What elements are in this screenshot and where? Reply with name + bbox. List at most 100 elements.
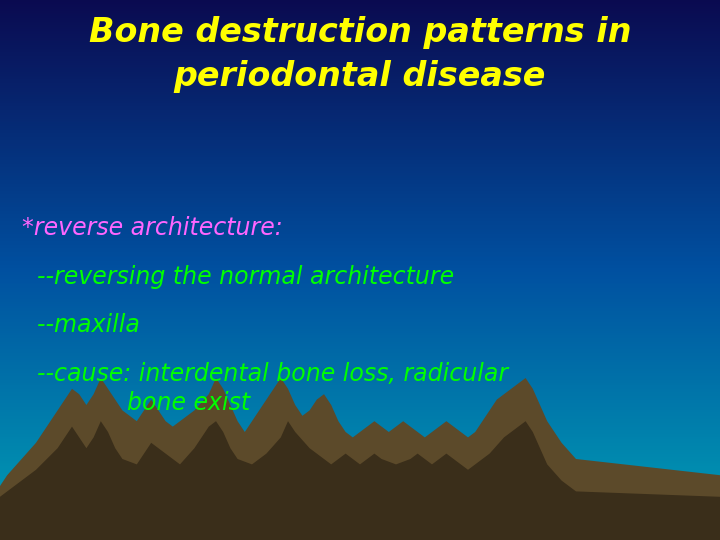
Bar (0, 93, 720, 96)
Bar (0, 360, 720, 362)
Bar (0, 428, 720, 430)
Bar (0, 536, 720, 538)
Bar (0, 385, 720, 387)
Bar (0, 274, 720, 275)
Bar (0, 437, 720, 439)
Bar (0, 239, 720, 241)
Bar (0, 252, 720, 254)
Bar (0, 367, 720, 369)
Bar (0, 201, 720, 204)
Bar (0, 328, 720, 329)
Bar (0, 135, 720, 137)
Bar (0, 414, 720, 416)
Bar (0, 282, 720, 285)
Bar (0, 126, 720, 128)
Bar (0, 20, 720, 22)
Bar (0, 461, 720, 463)
Bar (0, 376, 720, 378)
Text: --reversing the normal architecture: --reversing the normal architecture (22, 265, 454, 288)
Bar (0, 147, 720, 150)
Polygon shape (0, 421, 720, 540)
Bar (0, 99, 720, 101)
Bar (0, 258, 720, 259)
Bar (0, 128, 720, 130)
Bar (0, 7, 720, 9)
Bar (0, 112, 720, 113)
Bar (0, 506, 720, 508)
Bar (0, 535, 720, 536)
Bar (0, 42, 720, 43)
Bar (0, 117, 720, 119)
Bar (0, 247, 720, 248)
Bar (0, 85, 720, 86)
Bar (0, 293, 720, 295)
Bar (0, 299, 720, 301)
Bar (0, 63, 720, 65)
Bar (0, 81, 720, 83)
Bar (0, 101, 720, 103)
Bar (0, 15, 720, 16)
Bar (0, 466, 720, 468)
Bar (0, 205, 720, 207)
Bar (0, 61, 720, 63)
Bar (0, 31, 720, 32)
Bar (0, 142, 720, 144)
Bar (0, 439, 720, 441)
Bar (0, 524, 720, 525)
Bar (0, 211, 720, 212)
Bar (0, 295, 720, 297)
Bar (0, 167, 720, 169)
Bar (0, 436, 720, 437)
Bar (0, 279, 720, 281)
Bar (0, 463, 720, 464)
Bar (0, 355, 720, 356)
Bar (0, 130, 720, 131)
Bar (0, 351, 720, 353)
Bar (0, 416, 720, 417)
Bar (0, 261, 720, 263)
Bar (0, 160, 720, 162)
Bar (0, 454, 720, 455)
Bar (0, 182, 720, 184)
Bar (0, 319, 720, 320)
Bar (0, 191, 720, 193)
Bar (0, 123, 720, 124)
Bar (0, 484, 720, 486)
Bar (0, 382, 720, 383)
Bar (0, 157, 720, 158)
Bar (0, 137, 720, 139)
Bar (0, 174, 720, 177)
Bar (0, 529, 720, 531)
Bar (0, 39, 720, 42)
Bar (0, 425, 720, 427)
Bar (0, 531, 720, 533)
Bar (0, 522, 720, 524)
Bar (0, 511, 720, 513)
Bar (0, 464, 720, 466)
Bar (0, 212, 720, 214)
Bar (0, 113, 720, 115)
Bar (0, 146, 720, 147)
Bar (0, 444, 720, 447)
Bar (0, 97, 720, 99)
Bar (0, 104, 720, 106)
Bar (0, 155, 720, 157)
Bar (0, 166, 720, 167)
Bar (0, 369, 720, 371)
Bar (0, 32, 720, 34)
Bar (0, 515, 720, 517)
Bar (0, 389, 720, 390)
Bar (0, 164, 720, 166)
Bar (0, 140, 720, 142)
Bar (0, 315, 720, 317)
Bar (0, 74, 720, 76)
Bar (0, 423, 720, 425)
Bar (0, 198, 720, 200)
Bar (0, 393, 720, 394)
Bar (0, 54, 720, 56)
Bar (0, 153, 720, 155)
Bar (0, 371, 720, 373)
Polygon shape (0, 378, 720, 540)
Bar (0, 533, 720, 535)
Bar (0, 204, 720, 205)
